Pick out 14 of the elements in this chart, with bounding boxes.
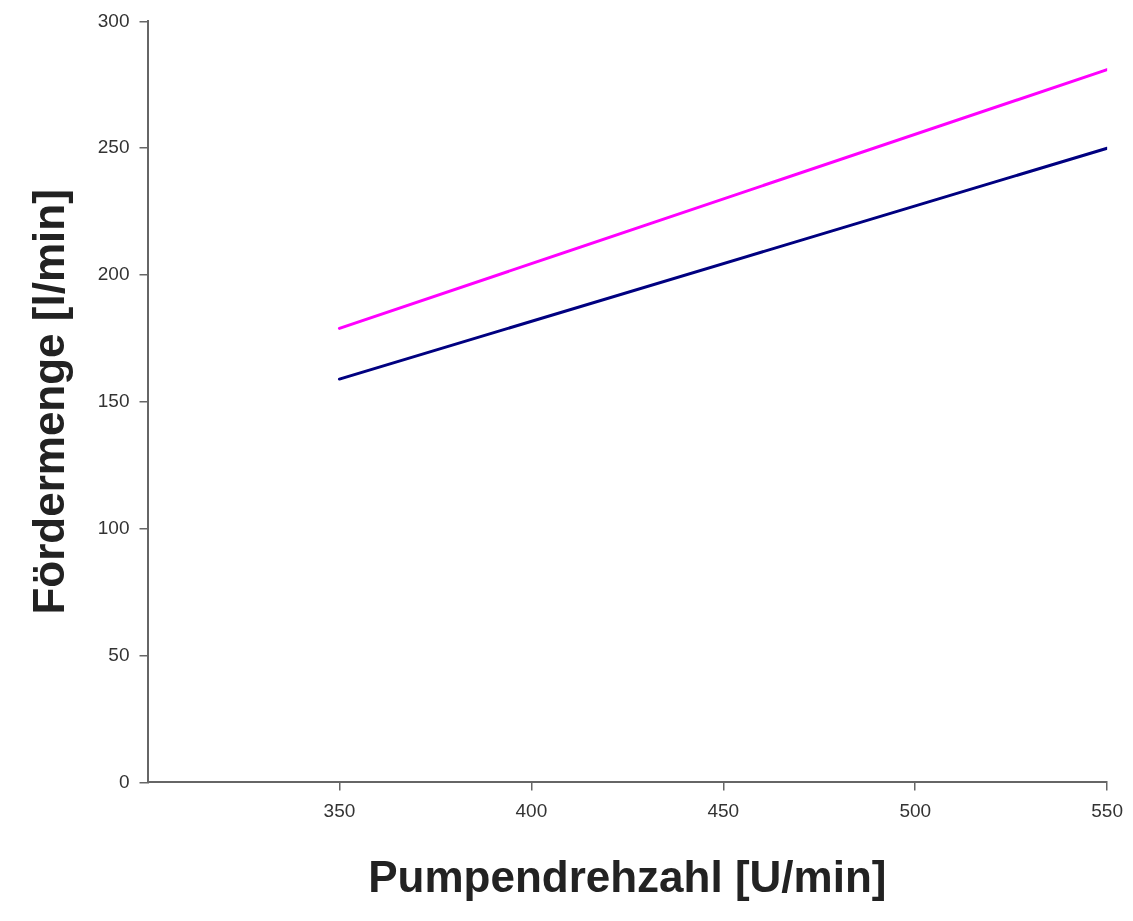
y-tick-label: 100 [97,516,130,538]
x-axis-title: Pumpendrehzahl [U/min] [368,851,887,901]
y-tick-label: 50 [108,643,130,665]
x-tick-label: 350 [323,800,356,822]
y-tick-label: 150 [97,390,130,412]
x-tick-label: 550 [1091,800,1123,822]
y-tick-label: 300 [97,9,130,31]
y-tick-label: 250 [97,136,130,158]
y-tick-label: 200 [97,263,130,285]
x-tick-label: 400 [515,800,548,822]
y-tick-label: 0 [118,770,130,792]
x-tick-label: 500 [899,800,932,822]
x-tick-label: 450 [707,800,740,822]
y-axis-title: Fördermenge [l/min] [23,189,73,615]
